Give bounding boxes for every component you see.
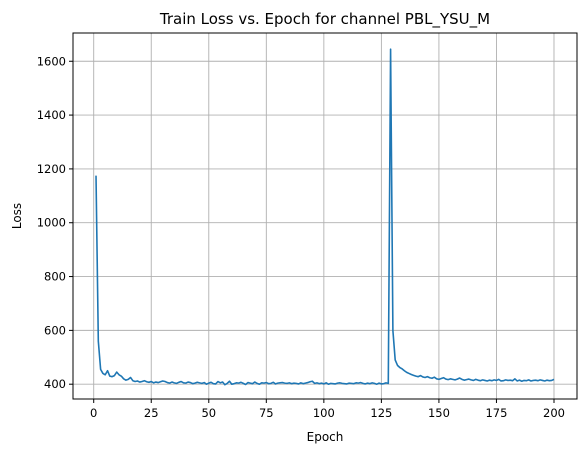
y-tick-label: 1400 (37, 108, 66, 122)
x-tick-label: 0 (90, 406, 97, 420)
y-tick-label: 1200 (37, 162, 66, 176)
x-axis-ticks: 0 25 50 75 100 125 150 175 200 (90, 399, 565, 420)
loss-series-line (95, 48, 555, 386)
y-tick-label: 600 (44, 323, 66, 337)
x-tick-label: 125 (370, 406, 392, 420)
x-tick-label: 75 (259, 406, 274, 420)
plot-frame (72, 32, 578, 400)
chart-title: Train Loss vs. Epoch for channel PBL_YSU… (159, 10, 490, 29)
y-tick-label: 800 (44, 270, 66, 284)
x-tick-label: 200 (543, 406, 565, 420)
x-tick-label: 25 (144, 406, 159, 420)
x-tick-label: 100 (313, 406, 335, 420)
x-axis-label: Epoch (307, 430, 344, 444)
series-layer (95, 48, 555, 386)
x-tick-label: 150 (428, 406, 450, 420)
x-tick-label: 50 (201, 406, 216, 420)
x-tick-label: 175 (485, 406, 507, 420)
grid (73, 33, 577, 399)
y-tick-label: 1600 (37, 54, 66, 68)
y-tick-label: 1000 (37, 216, 66, 230)
y-tick-label: 400 (44, 377, 66, 391)
y-axis-ticks: 400 600 800 1000 1200 1400 1600 (37, 54, 73, 391)
y-axis-label: Loss (10, 203, 24, 229)
